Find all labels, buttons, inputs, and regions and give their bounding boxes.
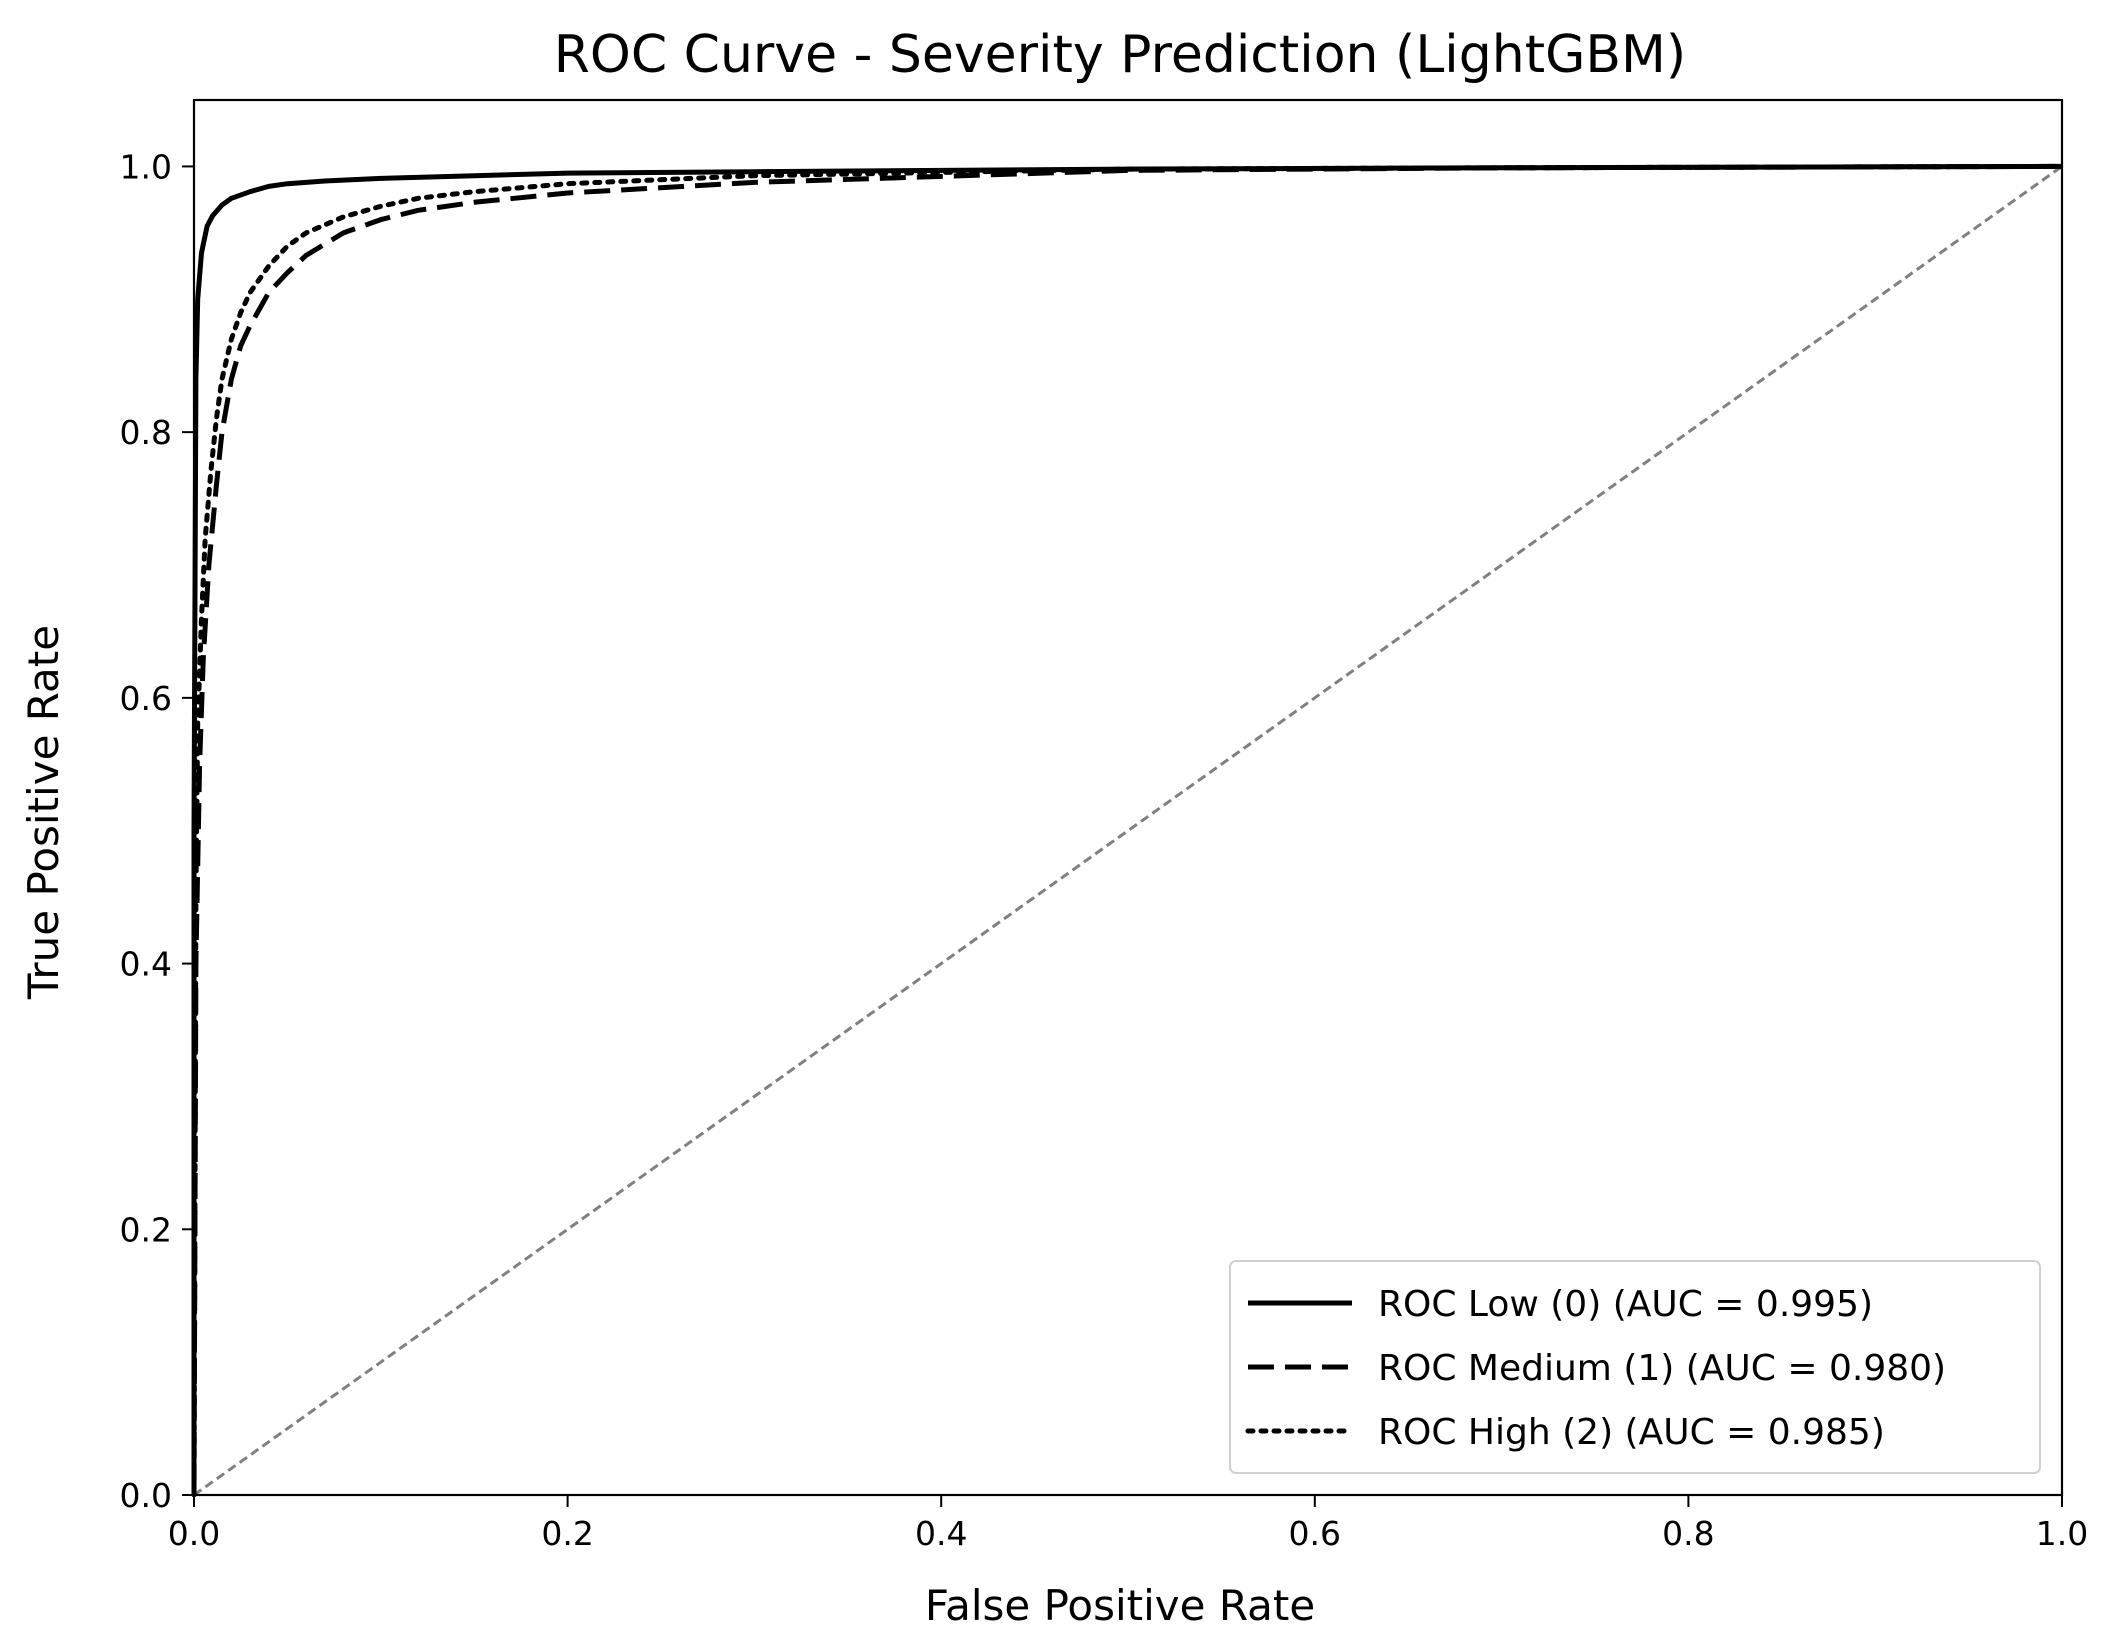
chart-title: ROC Curve - Severity Prediction (LightGB… — [554, 25, 1686, 85]
legend-entry-label: ROC High (2) (AUC = 0.985) — [1378, 1412, 1885, 1453]
x-tick-label: 1.0 — [2036, 1514, 2088, 1553]
x-axis: 0.0 0.2 0.4 0.6 0.8 1.0 — [168, 1495, 2088, 1553]
chance-diagonal-line — [193, 165, 2063, 1497]
x-tick-label: 0.8 — [1662, 1514, 1714, 1553]
y-tick-label: 0.6 — [120, 679, 172, 718]
roc-series-line-0 — [191, 163, 2063, 1495]
y-tick-label: 0.4 — [120, 945, 172, 984]
legend-entry-label: ROC Low (0) (AUC = 0.995) — [1378, 1284, 1873, 1325]
x-tick-label: 0.2 — [541, 1514, 593, 1553]
plot-frame — [192, 98, 2064, 1497]
y-axis: 0.0 0.2 0.4 0.6 0.8 1.0 — [120, 147, 194, 1515]
legend-entry-label: ROC Medium (1) (AUC = 0.980) — [1378, 1348, 1946, 1389]
roc-series-line-1 — [191, 163, 2063, 1496]
y-tick-label: 0.0 — [120, 1476, 172, 1515]
legend-box — [1229, 1260, 2041, 1474]
y-axis-label: True Positive Rate — [19, 625, 68, 1000]
x-tick-label: 0.0 — [168, 1514, 220, 1553]
roc-series-line-2 — [191, 163, 2065, 1498]
legend: ROC Low (0) (AUC = 0.995) ROC Medium (1) … — [1229, 1260, 2041, 1474]
y-tick-label: 0.2 — [120, 1210, 172, 1249]
y-tick-label: 1.0 — [120, 147, 172, 186]
x-tick-label: 0.6 — [1289, 1514, 1341, 1553]
x-axis-label: False Positive Rate — [925, 1581, 1315, 1630]
x-tick-label: 0.4 — [915, 1514, 967, 1553]
y-tick-label: 0.8 — [120, 413, 172, 452]
series-layer — [191, 163, 2065, 1498]
